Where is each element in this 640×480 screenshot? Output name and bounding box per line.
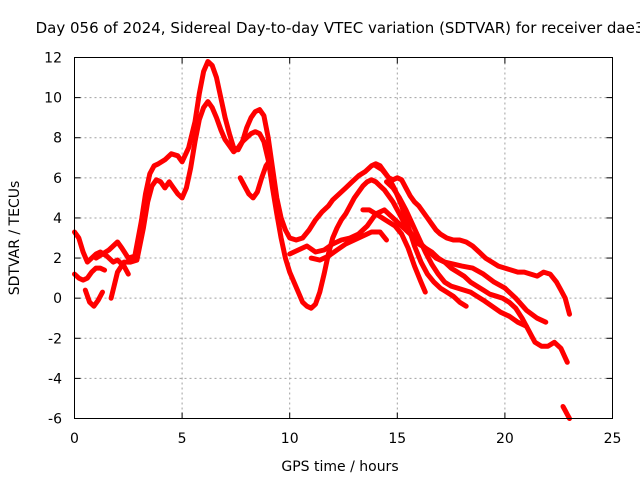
chart-title: Day 056 of 2024, Sidereal Day-to-day VTE… — [36, 19, 640, 37]
y-tick-label: 10 — [44, 91, 62, 107]
x-tick-label: 20 — [496, 431, 514, 447]
y-tick-label: 6 — [53, 171, 62, 187]
x-tick-label: 15 — [388, 431, 406, 447]
y-tick-label: 2 — [53, 251, 62, 267]
x-tick-label: 5 — [178, 431, 187, 447]
y-tick-label: -4 — [48, 371, 62, 387]
series-arc-1 — [72, 229, 131, 277]
series-arc-3 — [82, 287, 105, 309]
series-group — [72, 59, 572, 421]
y-tick-label: -6 — [48, 412, 62, 428]
axis-ticks — [74, 57, 613, 419]
x-axis-label: GPS time / hours — [281, 459, 398, 475]
series-arc-4 — [93, 59, 572, 317]
y-axis-label: SDTVAR / TECUs — [7, 181, 23, 296]
series-arc-2 — [72, 265, 108, 283]
series-arc-10 — [373, 163, 469, 309]
x-tick-label: 10 — [281, 431, 299, 447]
series-arc-9 — [384, 179, 529, 329]
y-tick-label: 4 — [53, 211, 62, 227]
y-tick-label: 12 — [44, 51, 62, 67]
y-tick-label: 8 — [53, 131, 62, 147]
y-tick-label: 0 — [53, 291, 62, 307]
series-arc-5 — [108, 99, 570, 365]
series-arc-6 — [237, 157, 273, 201]
series-arc-11 — [360, 207, 428, 295]
x-tick-label: 0 — [70, 431, 79, 447]
plot-frame — [74, 57, 613, 419]
y-tick-labels: -6 -4 -2 0 2 4 6 8 10 12 — [44, 51, 62, 428]
y-tick-label: -2 — [48, 331, 62, 347]
x-tick-labels: 0 5 10 15 20 25 — [70, 431, 621, 447]
series-arc-12 — [560, 404, 572, 421]
series-arc-8 — [308, 229, 389, 263]
grid — [74, 57, 613, 419]
x-tick-label: 25 — [604, 431, 622, 447]
